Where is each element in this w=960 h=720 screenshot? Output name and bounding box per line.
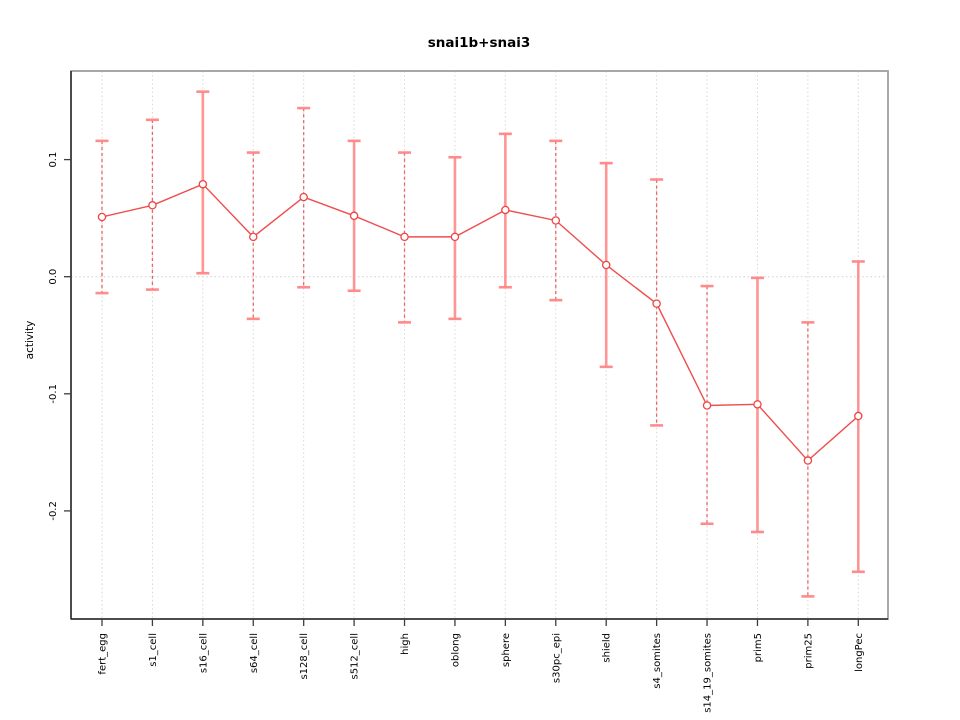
x-tick-label: oblong bbox=[450, 633, 461, 667]
series-line bbox=[101, 183, 859, 462]
data-point bbox=[501, 205, 510, 215]
data-point bbox=[753, 400, 762, 409]
y-tick-label: -0.2 bbox=[48, 501, 59, 521]
x-tick-label: s30pc_epi bbox=[551, 633, 562, 683]
data-point bbox=[349, 211, 359, 221]
data-point bbox=[400, 232, 409, 242]
y-tick-label: 0.1 bbox=[48, 152, 59, 168]
gridlines bbox=[71, 71, 888, 619]
x-tick-label: longPec bbox=[854, 633, 865, 672]
x-tick-label: s1_cell bbox=[148, 633, 159, 667]
data-point bbox=[551, 216, 561, 225]
x-tick-label: prim25 bbox=[803, 633, 814, 669]
x-tick-label: s14_19_somites bbox=[703, 633, 714, 713]
data-point bbox=[854, 411, 863, 421]
plot-border bbox=[70, 70, 889, 620]
axis-box bbox=[70, 70, 889, 620]
x-tick-label: prim5 bbox=[753, 633, 764, 662]
data-points bbox=[97, 179, 863, 465]
x-tick-label: s64_cell bbox=[249, 633, 260, 673]
data-point bbox=[601, 260, 611, 270]
data-point bbox=[249, 232, 258, 242]
x-tick-label: s16_cell bbox=[198, 633, 209, 673]
data-point bbox=[803, 456, 813, 465]
data-point bbox=[652, 299, 661, 308]
data-point bbox=[450, 232, 460, 242]
y-tick-label: -0.1 bbox=[48, 384, 59, 404]
x-tick-label: sphere bbox=[501, 633, 512, 667]
data-point bbox=[148, 201, 157, 210]
y-tick-label: 0.0 bbox=[48, 269, 59, 285]
data-point bbox=[97, 212, 107, 222]
x-tick-label: s512_cell bbox=[350, 633, 361, 680]
tick-labels: 0.1 0.0 -0.1 -0.2 fert_egg s1_cell s16_cell s64… bbox=[48, 152, 865, 713]
x-tick-label: fert_egg bbox=[98, 633, 109, 675]
y-axis-label: activity bbox=[24, 321, 36, 360]
x-tick-label: s4_somites bbox=[652, 633, 663, 689]
x-tick-label: shield bbox=[602, 633, 613, 663]
chart-title: snai1b+snai3 bbox=[428, 35, 531, 51]
axis-ticks bbox=[64, 158, 859, 626]
data-point bbox=[702, 401, 712, 410]
data-point bbox=[299, 192, 308, 202]
x-tick-label: high bbox=[400, 633, 411, 655]
series-polyline bbox=[101, 183, 859, 462]
data-point bbox=[198, 179, 208, 189]
error-bars bbox=[95, 90, 865, 598]
x-tick-label: s128_cell bbox=[299, 633, 310, 680]
